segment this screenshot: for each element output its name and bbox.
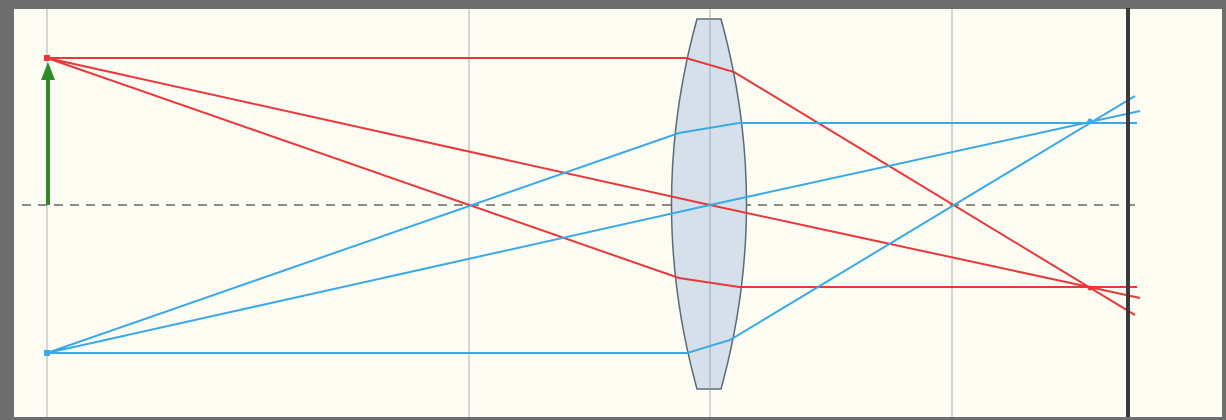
object-arrow-head <box>41 62 55 80</box>
blue-ray-parallel <box>47 95 1136 354</box>
image-point-bottom <box>1087 285 1093 291</box>
red-ray-parallel <box>47 57 1136 316</box>
rays-from-object-bottom <box>46 95 1141 354</box>
red-ray-through-focus <box>46 57 1137 288</box>
object-arrow-icon <box>41 62 55 205</box>
blue-ray-through-focus <box>46 122 1137 354</box>
image-point-top <box>1087 118 1093 124</box>
diagram-background <box>14 9 1222 417</box>
object-bottom-point <box>44 350 50 356</box>
blue-ray-through-center <box>46 110 1141 354</box>
object-top-point <box>44 55 50 61</box>
